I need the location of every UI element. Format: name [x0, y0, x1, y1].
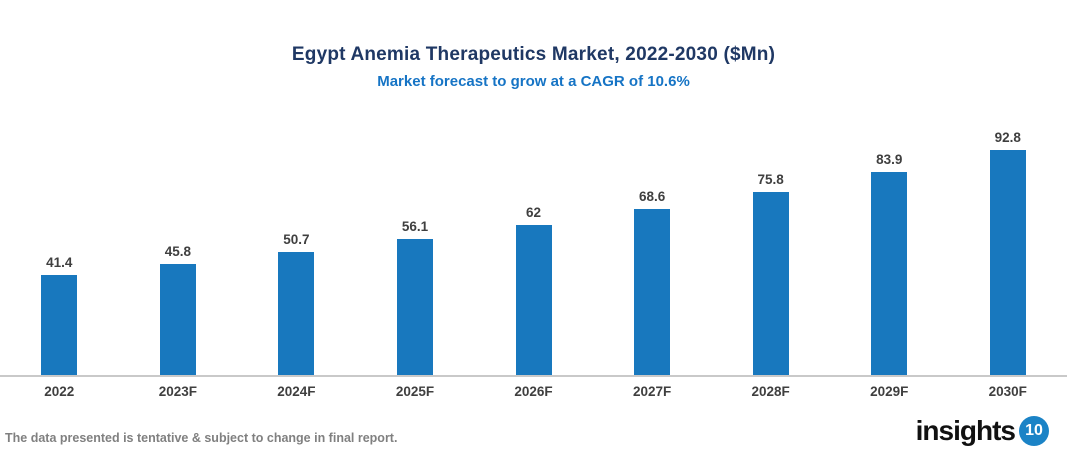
bar-value-label: 83.9 — [876, 152, 903, 167]
bar — [871, 172, 908, 375]
bar-column: 75.8 — [711, 110, 830, 375]
bar-column: 83.9 — [830, 110, 949, 375]
bar-column: 45.8 — [119, 110, 238, 375]
bar-value-label: 68.6 — [638, 189, 666, 204]
bar-value-label: 41.4 — [46, 255, 73, 270]
category-label: 2024F — [277, 384, 316, 399]
bar-value-label: 45.8 — [164, 244, 191, 259]
category-label: 2029F — [870, 384, 909, 399]
bar-value-label: 56.1 — [401, 219, 429, 234]
disclaimer-text: The data presented is tentative & subjec… — [5, 431, 398, 445]
category-label: 2026F — [514, 384, 553, 399]
chart-subtitle: Market forecast to grow at a CAGR of 10.… — [377, 73, 690, 90]
x-axis: 2022 2023F 2024F 2025F 2026F 2027F 2028F 2029F 2… — [0, 375, 1067, 399]
category-label: 2025F — [395, 384, 435, 399]
category-label: 2030F — [988, 384, 1027, 399]
category-label: 2028F — [751, 384, 790, 399]
bar-value-label: 75.8 — [757, 172, 784, 187]
logo-badge-10: 10 — [1019, 416, 1049, 446]
bar — [515, 225, 552, 375]
bar-column: 41.4 — [0, 110, 119, 375]
logo-wordmark: insights — [915, 415, 1016, 446]
bar — [396, 239, 433, 375]
bar — [752, 192, 789, 375]
category-label: 2023F — [158, 384, 197, 399]
bar-value-label: 62 — [526, 205, 542, 220]
bar — [989, 150, 1026, 375]
bar-column: 50.7 — [237, 110, 356, 375]
bar-column: 62 — [474, 110, 593, 375]
category-label: 2027F — [632, 384, 672, 399]
bar-column: 68.6 — [593, 110, 712, 375]
insights10-logo: insights 10 — [916, 416, 1049, 446]
bar-plot-area: 41.4 45.8 50.7 56.1 62 68.6 75.8 83.9 92.8 — [0, 110, 1067, 375]
bar-column: 92.8 — [949, 110, 1067, 375]
bar — [278, 252, 315, 375]
category-label: 2022 — [44, 384, 75, 399]
bar — [41, 275, 78, 375]
bar — [634, 209, 671, 375]
bar-column: 56.1 — [356, 110, 475, 375]
chart-title: Egypt Anemia Therapeutics Market, 2022-2… — [291, 44, 776, 65]
bar — [159, 264, 196, 375]
bar-value-label: 50.7 — [283, 232, 310, 247]
bar-value-label: 92.8 — [994, 130, 1021, 145]
